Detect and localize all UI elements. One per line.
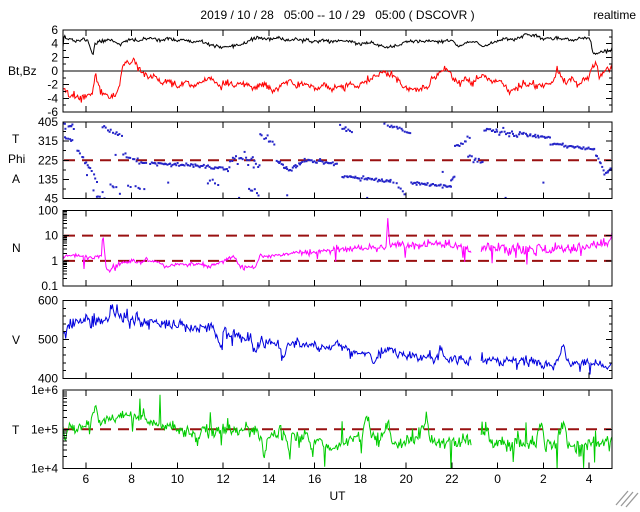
y-tick-label: 400: [38, 372, 58, 386]
panel-phi: 405 315 225 135 45 T Phi A: [8, 115, 613, 206]
y-tick-label: 2: [51, 50, 58, 64]
panel-ylabel: A: [12, 172, 20, 186]
series-bt: [63, 33, 612, 56]
x-tick-label: 8: [128, 472, 135, 486]
y-tick-label: 225: [38, 153, 58, 167]
x-tick-label: 14: [262, 472, 276, 486]
x-tick-label: 2: [540, 472, 547, 486]
panel-frame: [62, 210, 613, 287]
y-tick-label: 6: [51, 23, 58, 37]
y-tick-label: 600: [38, 294, 58, 308]
plot-title: 2019 / 10 / 28 05:00 -- 10 / 29 05:00 ( …: [200, 8, 475, 22]
y-tick-label: 315: [38, 134, 58, 148]
y-tick-label: 0.1: [41, 279, 58, 293]
y-tick-label: 1e+4: [31, 462, 58, 476]
realtime-label: realtime: [593, 8, 636, 22]
series-v: [63, 304, 612, 375]
panel-density: 100 10 1 0.1 N: [12, 204, 613, 293]
series-bz: [63, 57, 612, 103]
y-tick-label: 1: [51, 254, 58, 268]
x-tick-label: 16: [308, 472, 322, 486]
y-tick-label: 500: [38, 333, 58, 347]
series-t: [63, 394, 612, 469]
y-tick-label: 45: [45, 192, 59, 206]
x-axis-title: UT: [330, 489, 347, 503]
panel-frame: [62, 300, 613, 379]
x-tick-label: 0: [494, 472, 501, 486]
x-tick-label: 20: [399, 472, 413, 486]
panel-ylabel: T: [12, 423, 20, 437]
y-tick-label: 1e+5: [31, 422, 58, 436]
corner-hatch-icon: [615, 490, 639, 508]
series-n: [63, 218, 612, 274]
y-tick-label: 405: [38, 115, 58, 129]
y-tick-label: -6: [47, 105, 58, 119]
panel-temperature: 1e+6 1e+5 1e+4 T: [12, 383, 613, 476]
panel-ylabel: T: [12, 132, 20, 146]
x-axis-labels: 6 8 10 12 14 16 18 20 22 0 2 4 UT: [83, 472, 593, 503]
x-tick-label: 12: [216, 472, 230, 486]
panel-speed: 600 500 400 V: [12, 294, 613, 386]
y-tick-label: 1e+6: [31, 383, 58, 397]
x-tick-label: 4: [586, 472, 593, 486]
y-tick-label: 0: [51, 64, 58, 78]
panel-ylabel: Bt,Bz: [8, 64, 37, 78]
x-tick-label: 6: [83, 472, 90, 486]
y-tick-label: 100: [38, 204, 58, 218]
x-tick-label: 18: [354, 472, 368, 486]
x-tick-label: 22: [445, 472, 459, 486]
panel-ylabel: V: [12, 333, 20, 347]
y-tick-label: 135: [38, 172, 58, 186]
x-tick-label: 10: [171, 472, 185, 486]
y-tick-label: -4: [47, 91, 58, 105]
scatter-series-phi: [63, 122, 612, 199]
y-tick-label: -2: [47, 78, 58, 92]
y-tick-label: 4: [51, 37, 58, 51]
y-tick-label: 10: [45, 229, 59, 243]
panel-ylabel: N: [12, 241, 21, 255]
panel-ylabel: Phi: [8, 152, 25, 166]
